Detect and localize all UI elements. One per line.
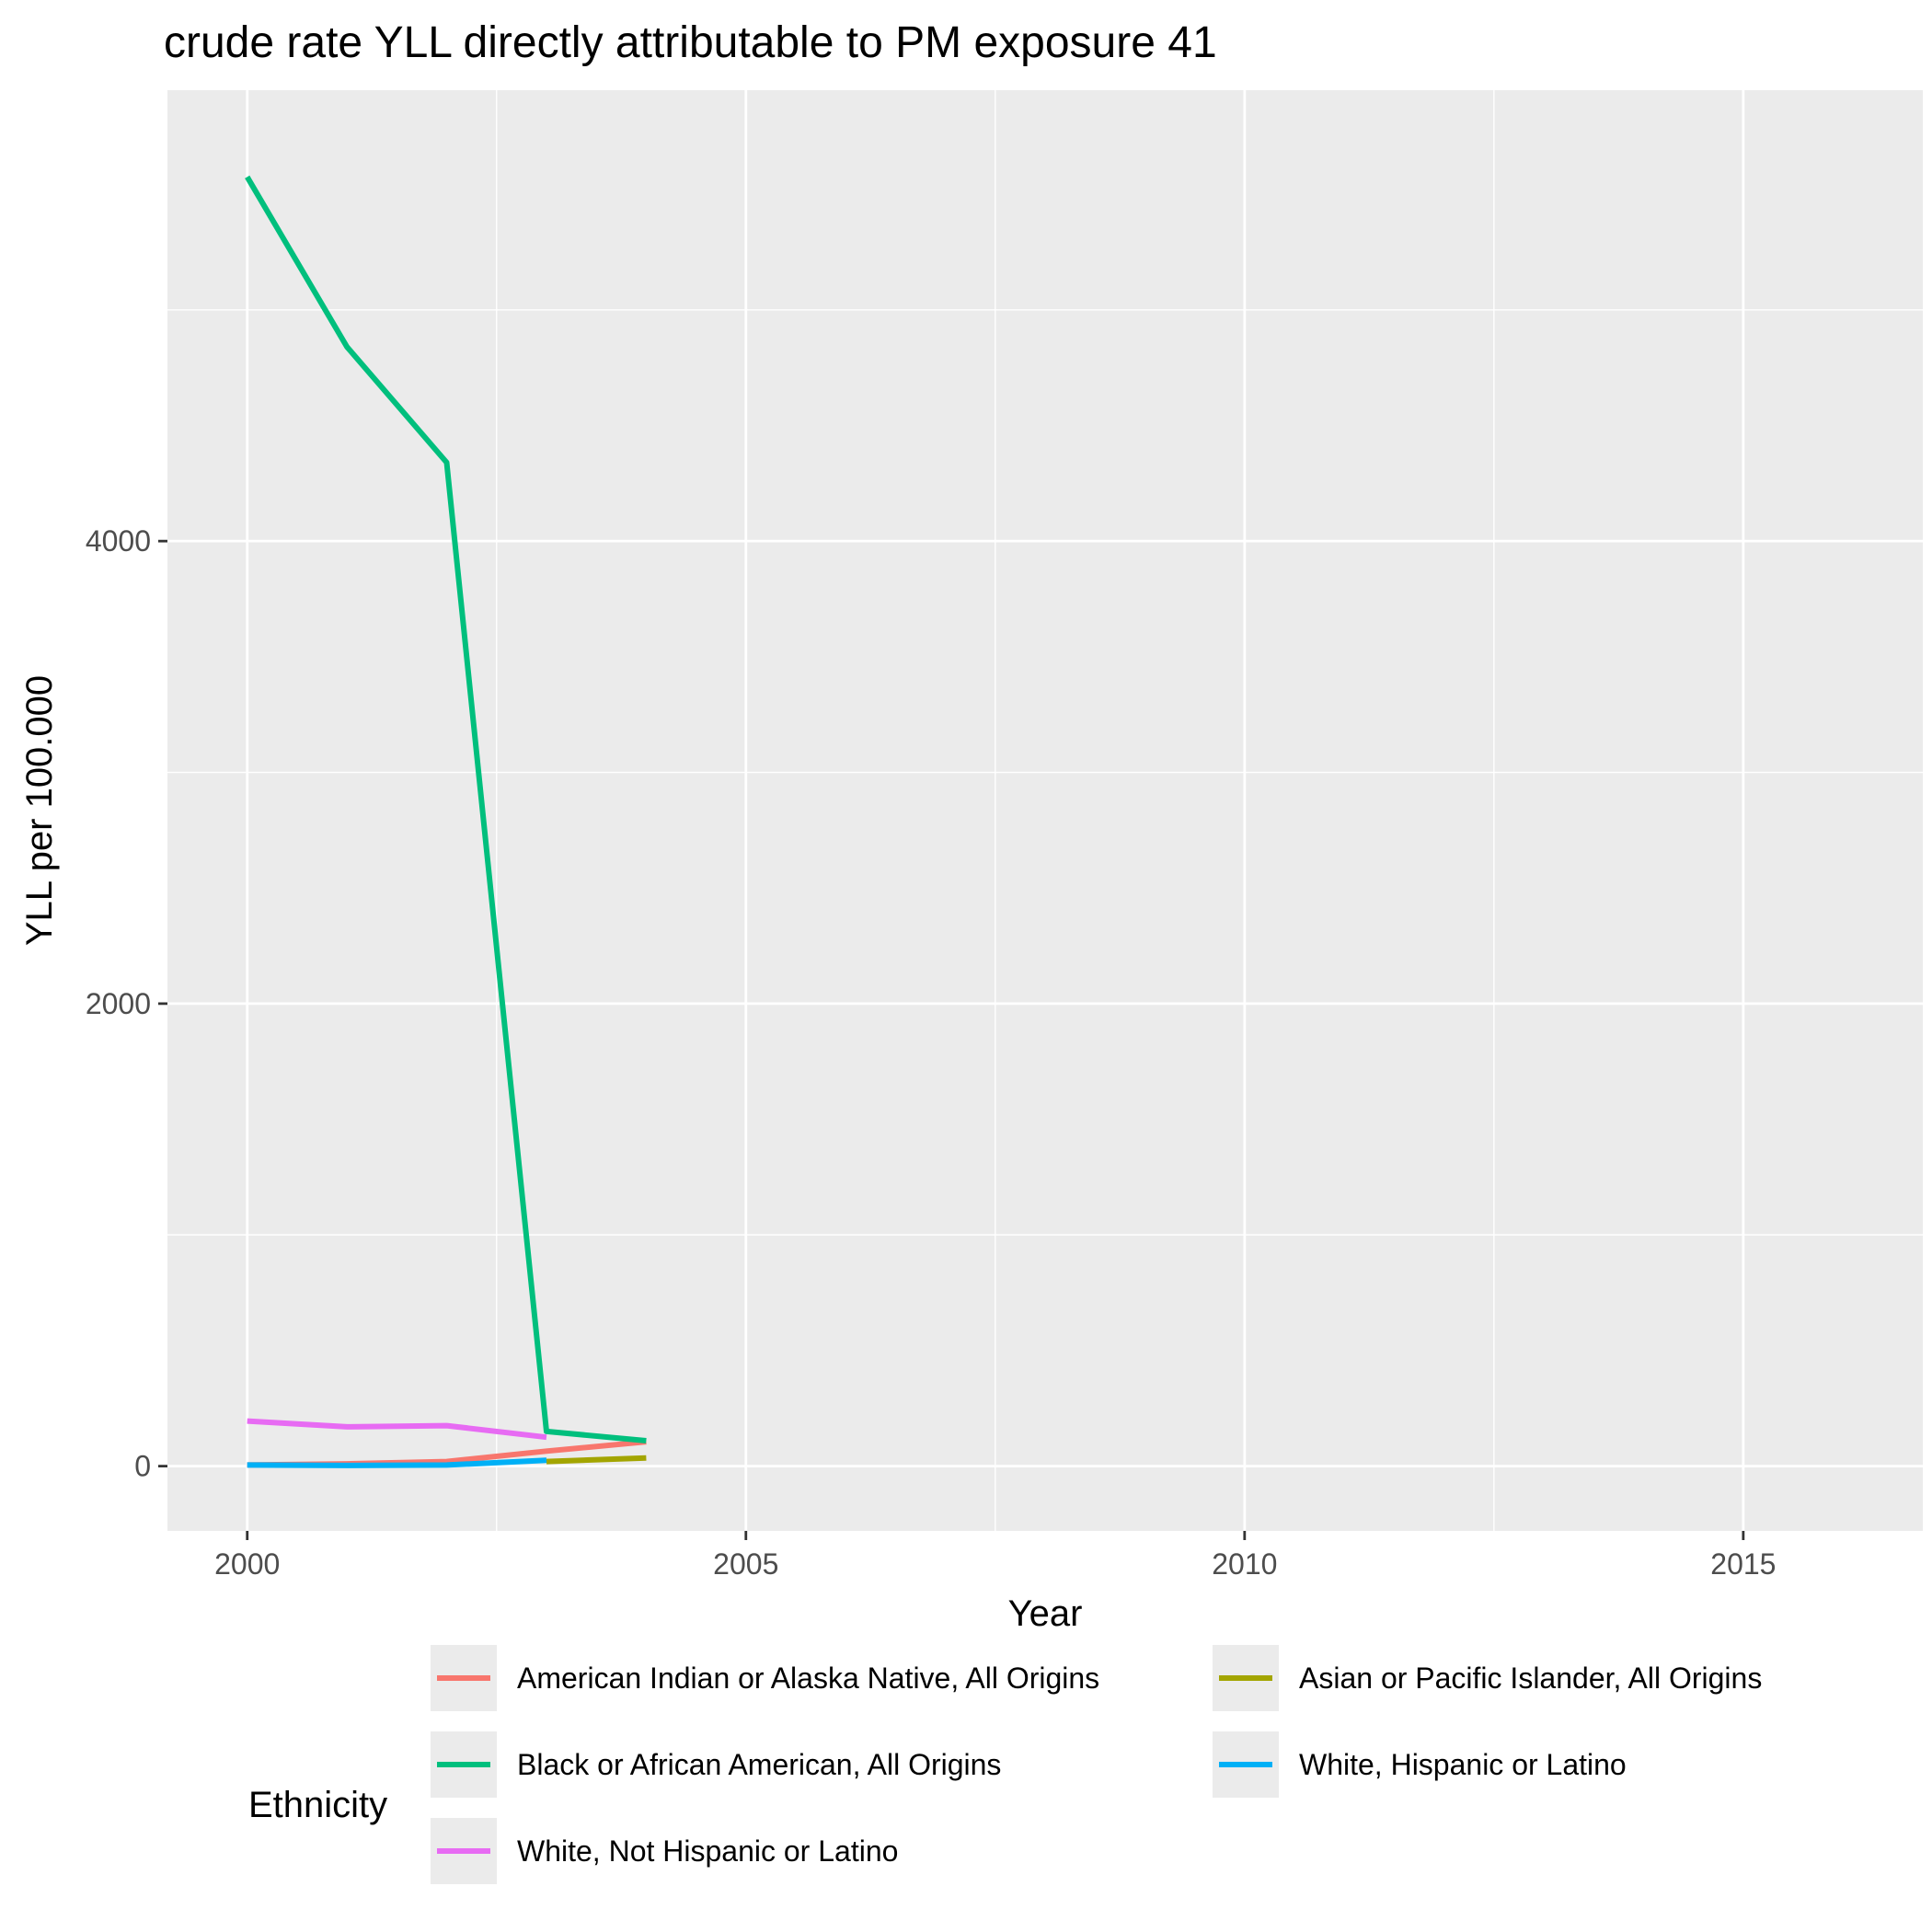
legend-title: Ethnicity	[248, 1785, 387, 1825]
series-line-white-not-hispanic-or-latino	[247, 1418, 547, 1441]
series-lines	[245, 175, 647, 1468]
y-axis-title: YLL per 100.000	[19, 675, 60, 946]
legend: American Indian or Alaska Native, All Or…	[431, 1645, 1762, 1884]
series-line-black-or-african-american-all-origins	[245, 175, 647, 1443]
x-tick-label: 2015	[1710, 1547, 1776, 1581]
x-axis-title: Year	[1008, 1593, 1083, 1634]
minor-gridlines	[167, 90, 1923, 1531]
legend-label: Black or African American, All Origins	[517, 1748, 1001, 1781]
legend-label: White, Not Hispanic or Latino	[517, 1834, 898, 1868]
legend-label: American Indian or Alaska Native, All Or…	[517, 1662, 1099, 1695]
series-line-asian-or-pacific-islander-all-origins	[546, 1455, 647, 1465]
x-tick-label: 2005	[713, 1547, 778, 1581]
y-tick-label: 4000	[86, 524, 151, 558]
x-tick-label: 2010	[1212, 1547, 1277, 1581]
y-tick-label: 2000	[86, 987, 151, 1020]
series-line-white-hispanic-or-latino	[247, 1457, 547, 1468]
plot-panel	[167, 90, 1923, 1531]
legend-label: Asian or Pacific Islander, All Origins	[1299, 1662, 1762, 1695]
legend-label: White, Hispanic or Latino	[1299, 1748, 1627, 1781]
y-tick-label: 0	[134, 1450, 151, 1483]
y-axis: 0 2000 4000	[86, 524, 167, 1483]
chart-title: crude rate YLL directly attributable to …	[164, 18, 1217, 67]
x-tick-label: 2000	[214, 1547, 280, 1581]
x-axis: 2000 2005 2010 2015	[214, 1531, 1776, 1581]
